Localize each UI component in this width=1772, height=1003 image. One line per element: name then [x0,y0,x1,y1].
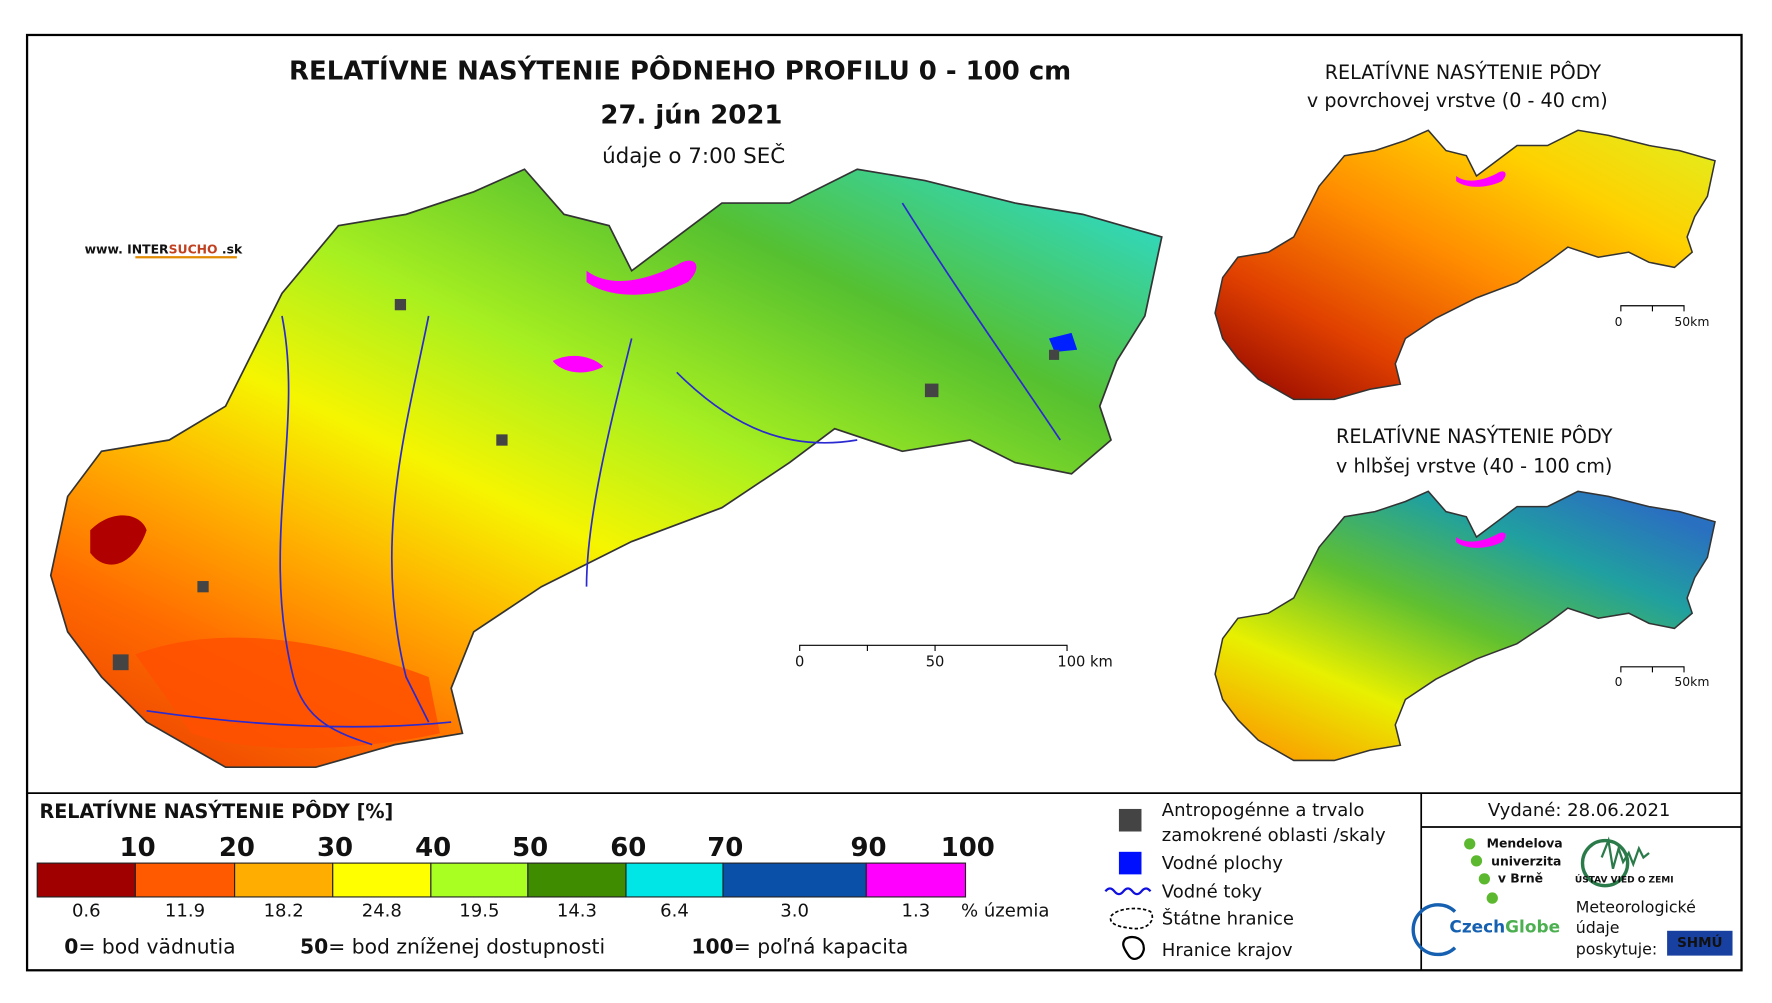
logo-box [1667,930,1733,956]
symbol-region [1122,935,1145,961]
legend-break: 100 [941,833,995,863]
logo-text: Meteorologické [1576,898,1696,917]
scale-label: 50km [1674,314,1709,329]
legend-swatch [527,862,627,898]
legend-break: 30 [317,833,353,863]
legend: 0.6 11.9 18.2 24.8 19.5 14.3 6.4 3.0 1.3 10 20 30 40… [36,833,995,922]
symbol-label: Vodné plochy [1162,853,1283,874]
share-unit: % územia [961,901,1049,922]
issued-date: Vydané: 28.06.2021 [1488,800,1671,821]
legend-share: 3.0 [780,901,809,922]
note-value: 50 [300,935,328,959]
inset-subtitle: v hlbšej vrstve (40 - 100 cm) [1336,455,1612,478]
symbol-border [1109,907,1154,930]
website: www. INTERSUCHO .sk [85,241,243,256]
logo-text: ÚSTAV VIED O ZEMI [1575,874,1674,886]
legend-share: 24.8 [362,901,402,922]
inset-title: RELATÍVNE NASÝTENIE PÔDY [1336,424,1613,448]
note-text: = poľná kapacita [734,935,908,959]
legend-break: 90 [850,833,886,863]
main-map [49,168,1163,769]
logo-text: univerzita [1491,853,1561,868]
inset-map [1214,129,1716,401]
logo-part: Czech [1449,916,1505,936]
legend-break: 60 [610,833,646,863]
website-part: .sk [218,241,243,256]
note-value: 0 [64,935,78,959]
note-text: = bod zníženej dostupnosti [328,935,605,959]
legend-title: RELATÍVNE NASÝTENIE PÔDY [%] [39,799,393,823]
legend-break: 40 [415,833,451,863]
legend-share: 14.3 [557,901,597,922]
symbol-label: Vodné toky [1162,881,1263,902]
legend-share: 11.9 [165,901,205,922]
scale-label: 0 [1615,674,1623,689]
legend-swatch [134,862,236,898]
legend-swatch [865,862,967,898]
legend-share: 0.6 [72,901,101,922]
symbol-label: zamokrené oblasti /skaly [1162,825,1386,846]
website-part: www. INTER [85,241,169,256]
scale-label: 50km [1674,674,1709,689]
logo-text: údaje [1576,918,1620,937]
scale-label: 0 [1615,314,1623,329]
logo-wave [1600,836,1650,870]
logo-text: v Brně [1498,870,1543,885]
symbol-river [1104,887,1152,896]
legend-swatch [234,862,334,898]
logo-text: poskytuje: [1576,939,1657,958]
legend-swatch [332,862,432,898]
legend-share: 1.3 [902,901,931,922]
note-text: = bod vädnutia [78,935,235,959]
time-note: údaje o 7:00 SEČ [602,143,785,169]
map-title: RELATÍVNE NASÝTENIE PÔDNEHO PROFILU 0 - … [289,55,1071,87]
note-value: 100 [691,935,733,959]
legend-swatch [36,862,136,898]
logo-ring [1580,838,1630,888]
symbol-label: Štátne hranice [1162,908,1294,930]
inset-subtitle: v povrchovej vrstve (0 - 40 cm) [1307,89,1608,112]
symbol-label: Antropogénne a trvalo [1162,800,1365,821]
legend-share: 18.2 [264,901,304,922]
symbol-water [1118,851,1142,875]
legend-break: 70 [707,833,743,863]
symbol-label: Hranice krajov [1162,940,1293,961]
legend-swatch [625,862,724,898]
legend-swatch [430,862,529,898]
scale-bar [1620,666,1685,673]
symbol-urban [1118,808,1142,832]
scale-label: 50 [926,653,945,670]
logo-text: CzechGlobe [1449,916,1560,936]
legend-swatch [722,862,867,898]
website-part: SUCHO [169,241,218,256]
inset-map [1214,490,1716,762]
logo-text: Mendelova [1487,835,1563,850]
scale-label: 0 [795,653,804,670]
logo-text: SHMÚ [1677,933,1722,951]
logo-part: Globe [1505,916,1560,936]
logo-arc [1411,903,1457,957]
legend-share: 6.4 [660,901,689,922]
legend-break: 50 [512,833,548,863]
scale-label: 100 km [1057,653,1112,670]
note: 50= bod zníženej dostupnosti [300,935,605,959]
logo-dots [1464,838,1498,904]
scale-bar [1620,305,1685,312]
legend-break: 10 [120,833,156,863]
note: 0= bod vädnutia [64,935,235,959]
map-date: 27. jún 2021 [600,101,782,131]
scale-bar [799,644,1068,651]
note: 100= poľná kapacita [691,935,908,959]
legend-share: 19.5 [459,901,499,922]
inset-title: RELATÍVNE NASÝTENIE PÔDY [1325,60,1602,84]
legend-break: 20 [219,833,255,863]
